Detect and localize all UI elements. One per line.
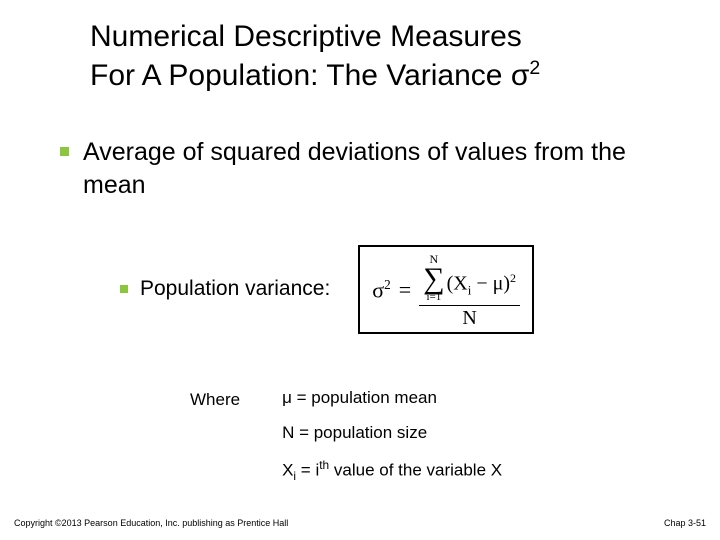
sigma-icon: ∑	[423, 266, 444, 292]
def-xi: Xi = ith value of the variable X	[282, 458, 502, 483]
sub-bullet-row: Population variance: σ2 = N ∑ i=1 (Xi −	[60, 245, 680, 334]
slide-title: Numerical Descriptive Measures For A Pop…	[40, 18, 680, 94]
content-area: Average of squared deviations of values …	[40, 136, 680, 483]
definitions: μ = population mean N = population size …	[282, 388, 502, 483]
bullet-icon	[120, 285, 128, 293]
main-bullet-text: Average of squared deviations of values …	[83, 136, 680, 201]
where-block: Where μ = population mean N = population…	[60, 388, 680, 483]
summand: (Xi − μ)2	[447, 272, 516, 303]
def-n: N = population size	[282, 423, 502, 443]
variance-formula: σ2 = N ∑ i=1 (Xi − μ)2 N	[358, 245, 534, 334]
title-sigma-sup: 2	[529, 57, 540, 79]
formula-inner: σ2 = N ∑ i=1 (Xi − μ)2 N	[372, 253, 520, 328]
sum-sigma: N ∑ i=1	[423, 253, 444, 303]
where-label: Where	[190, 388, 240, 410]
footer: Copyright ©2013 Pearson Education, Inc. …	[14, 518, 706, 528]
bullet-icon	[60, 147, 69, 156]
main-bullet: Average of squared deviations of values …	[60, 136, 680, 201]
sub-bullet: Population variance:	[120, 277, 330, 301]
copyright-text: Copyright ©2013 Pearson Education, Inc. …	[14, 518, 288, 528]
sub-bullet-text: Population variance:	[140, 277, 330, 301]
denominator: N	[419, 305, 520, 328]
title-line1: Numerical Descriptive Measures	[90, 20, 522, 53]
equals-sign: =	[399, 277, 411, 303]
numerator: N ∑ i=1 (Xi − μ)2	[419, 253, 520, 305]
fraction: N ∑ i=1 (Xi − μ)2 N	[419, 253, 520, 328]
formula-lhs: σ2	[372, 277, 390, 303]
def-mu: μ = population mean	[282, 388, 502, 408]
slide: Numerical Descriptive Measures For A Pop…	[0, 0, 720, 540]
chapter-page: Chap 3-51	[664, 518, 706, 528]
title-line2-pre: For A Population: The Variance σ	[90, 59, 529, 92]
